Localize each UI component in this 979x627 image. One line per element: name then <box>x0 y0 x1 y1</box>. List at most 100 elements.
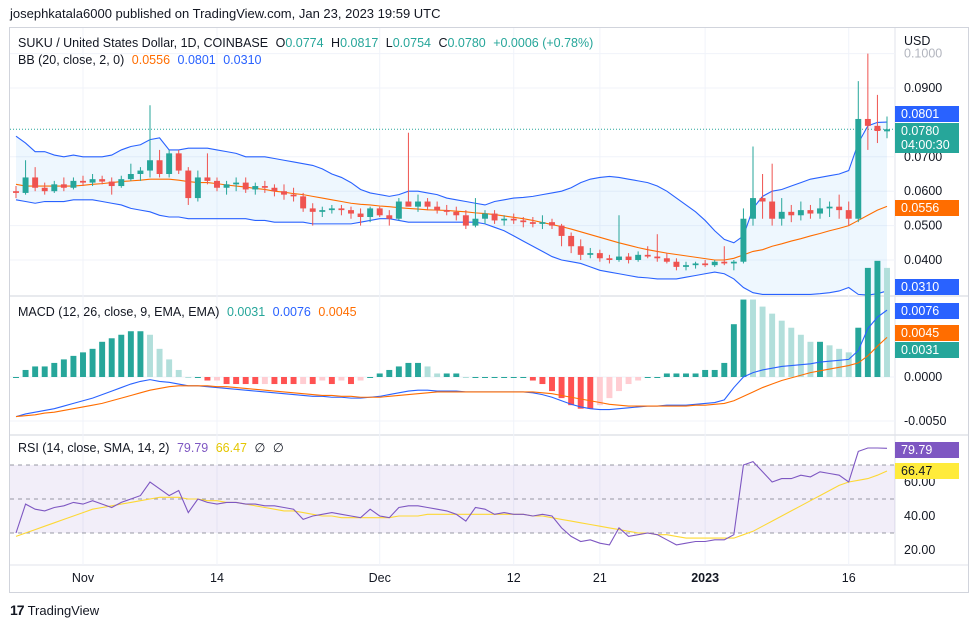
candle-body <box>797 210 804 216</box>
macd-histogram-bar <box>22 369 29 377</box>
candle-body <box>577 246 584 255</box>
bb-lower-line <box>15 199 888 296</box>
macd-histogram-bar <box>788 327 795 377</box>
candle-body <box>185 170 192 199</box>
candle-body <box>836 206 843 211</box>
main-legend: SUKU / United States Dollar, 1D, COINBAS… <box>18 36 597 50</box>
candle-body <box>386 215 393 219</box>
candle-body <box>156 160 163 174</box>
price-axis-label: 0.0500 <box>904 219 942 233</box>
macd-histogram-bar <box>338 377 345 381</box>
macd-histogram-bar <box>711 369 718 377</box>
candle-body <box>233 182 240 185</box>
candle-body <box>673 261 680 267</box>
candle-body <box>194 177 201 199</box>
ohlc-high: H0.0817 <box>331 36 379 50</box>
bar-countdown: 04:00:30 <box>901 138 950 152</box>
macd-histogram-bar <box>529 377 536 381</box>
symbol-title[interactable]: SUKU / United States Dollar, 1D, COINBAS… <box>18 36 269 50</box>
candle-body <box>261 186 268 188</box>
macd-histogram-bar <box>673 373 680 377</box>
rsi-axis-label: 20.00 <box>904 543 935 557</box>
macd-histogram-bar <box>692 373 699 377</box>
candle-body <box>443 210 450 212</box>
bb-label[interactable]: BB (20, close, 2, 0) <box>18 53 125 67</box>
published-line: josephkatala6000 published on TradingVie… <box>10 6 441 21</box>
macd-histogram-bar <box>204 377 211 381</box>
rsi-ma-price-tag: 66.47 <box>895 463 959 479</box>
ohlc-open: O0.0774 <box>275 36 324 50</box>
macd-histogram-bar <box>214 377 220 381</box>
candle-body <box>281 191 287 195</box>
ohlc-low: L0.0754 <box>385 36 431 50</box>
macd-histogram-bar <box>702 369 709 377</box>
macd-axis-label: 0.0000 <box>904 370 942 384</box>
rsi-extra-2: ∅ <box>272 441 284 455</box>
macd-histogram-bar <box>625 377 632 385</box>
candle-body <box>214 180 220 188</box>
macd-histogram-bar <box>759 306 766 377</box>
candle-body <box>778 211 785 219</box>
macd-histogram-bar <box>70 355 77 377</box>
macd-histogram-bar <box>300 377 307 385</box>
macd-price-tag: 0.0076 <box>895 303 959 319</box>
candle-body <box>367 208 374 217</box>
macd-histogram-bar <box>309 377 316 385</box>
price-axis-label: 0.0900 <box>904 81 942 95</box>
candle-body <box>759 198 766 202</box>
candle-body <box>338 208 345 211</box>
candle-body <box>453 211 460 216</box>
macd-histogram-bar <box>482 377 488 378</box>
candle-body <box>434 206 441 211</box>
macd-histogram-bar <box>836 348 843 377</box>
macd-label[interactable]: MACD (12, 26, close, 9, EMA, EMA) <box>18 305 220 319</box>
candle-body <box>22 177 29 193</box>
macd-histogram-bar <box>568 377 575 406</box>
macd-histogram-bar <box>596 377 603 406</box>
tradingview-brand[interactable]: 17 TradingView <box>10 602 99 618</box>
macd-axis-label: -0.0050 <box>904 414 946 428</box>
bb-lower-price-tag: 0.0310 <box>895 279 959 295</box>
candle-body <box>855 118 862 219</box>
rsi-ma-line <box>15 470 888 539</box>
macd-histogram-bar <box>319 377 326 381</box>
candle-body <box>271 187 278 192</box>
candle-body <box>529 222 536 224</box>
macd-histogram-bar <box>175 369 182 377</box>
macd-histogram-bar <box>328 377 335 385</box>
macd-histogram-bar <box>616 377 622 392</box>
candle-body <box>817 208 823 214</box>
macd-histogram-bar <box>147 334 153 377</box>
macd-histogram-bar <box>166 359 173 377</box>
macd-histogram-bar <box>367 377 374 378</box>
bb-lower-value: 0.0310 <box>223 53 262 67</box>
macd-hist-value: 0.0031 <box>226 305 266 319</box>
rsi-value: 79.79 <box>176 441 209 455</box>
macd-histogram-bar <box>683 373 689 377</box>
candle-body <box>845 210 852 219</box>
macd-histogram-bar <box>386 369 393 377</box>
close-price-value: 0.0780 <box>901 124 940 138</box>
candle-body <box>41 187 48 192</box>
candle-body <box>348 210 354 214</box>
macd-histogram-bar <box>663 373 670 377</box>
candle-body <box>242 182 249 190</box>
candle-body <box>769 201 776 219</box>
macd-histogram-bar <box>60 359 67 377</box>
hist-price-tag: 0.0031 <box>895 342 959 358</box>
macd-histogram-bar <box>501 377 508 378</box>
macd-histogram-bar <box>778 320 785 377</box>
macd-histogram-bar <box>491 377 498 378</box>
rsi-ma-value: 66.47 <box>215 441 247 455</box>
candle-body <box>491 213 498 221</box>
rsi-extra-1: ∅ <box>254 441 266 455</box>
signal-line <box>15 336 888 418</box>
candle-body <box>683 265 689 267</box>
candle-body <box>357 213 364 217</box>
tradingview-logo-icon: 17 <box>10 602 25 618</box>
candle-body <box>501 218 508 221</box>
rsi-label[interactable]: RSI (14, close, SMA, 14, 2) <box>18 441 170 455</box>
ohlc-change: +0.0006 (+0.78%) <box>493 36 594 50</box>
macd-histogram-bar <box>558 377 565 399</box>
